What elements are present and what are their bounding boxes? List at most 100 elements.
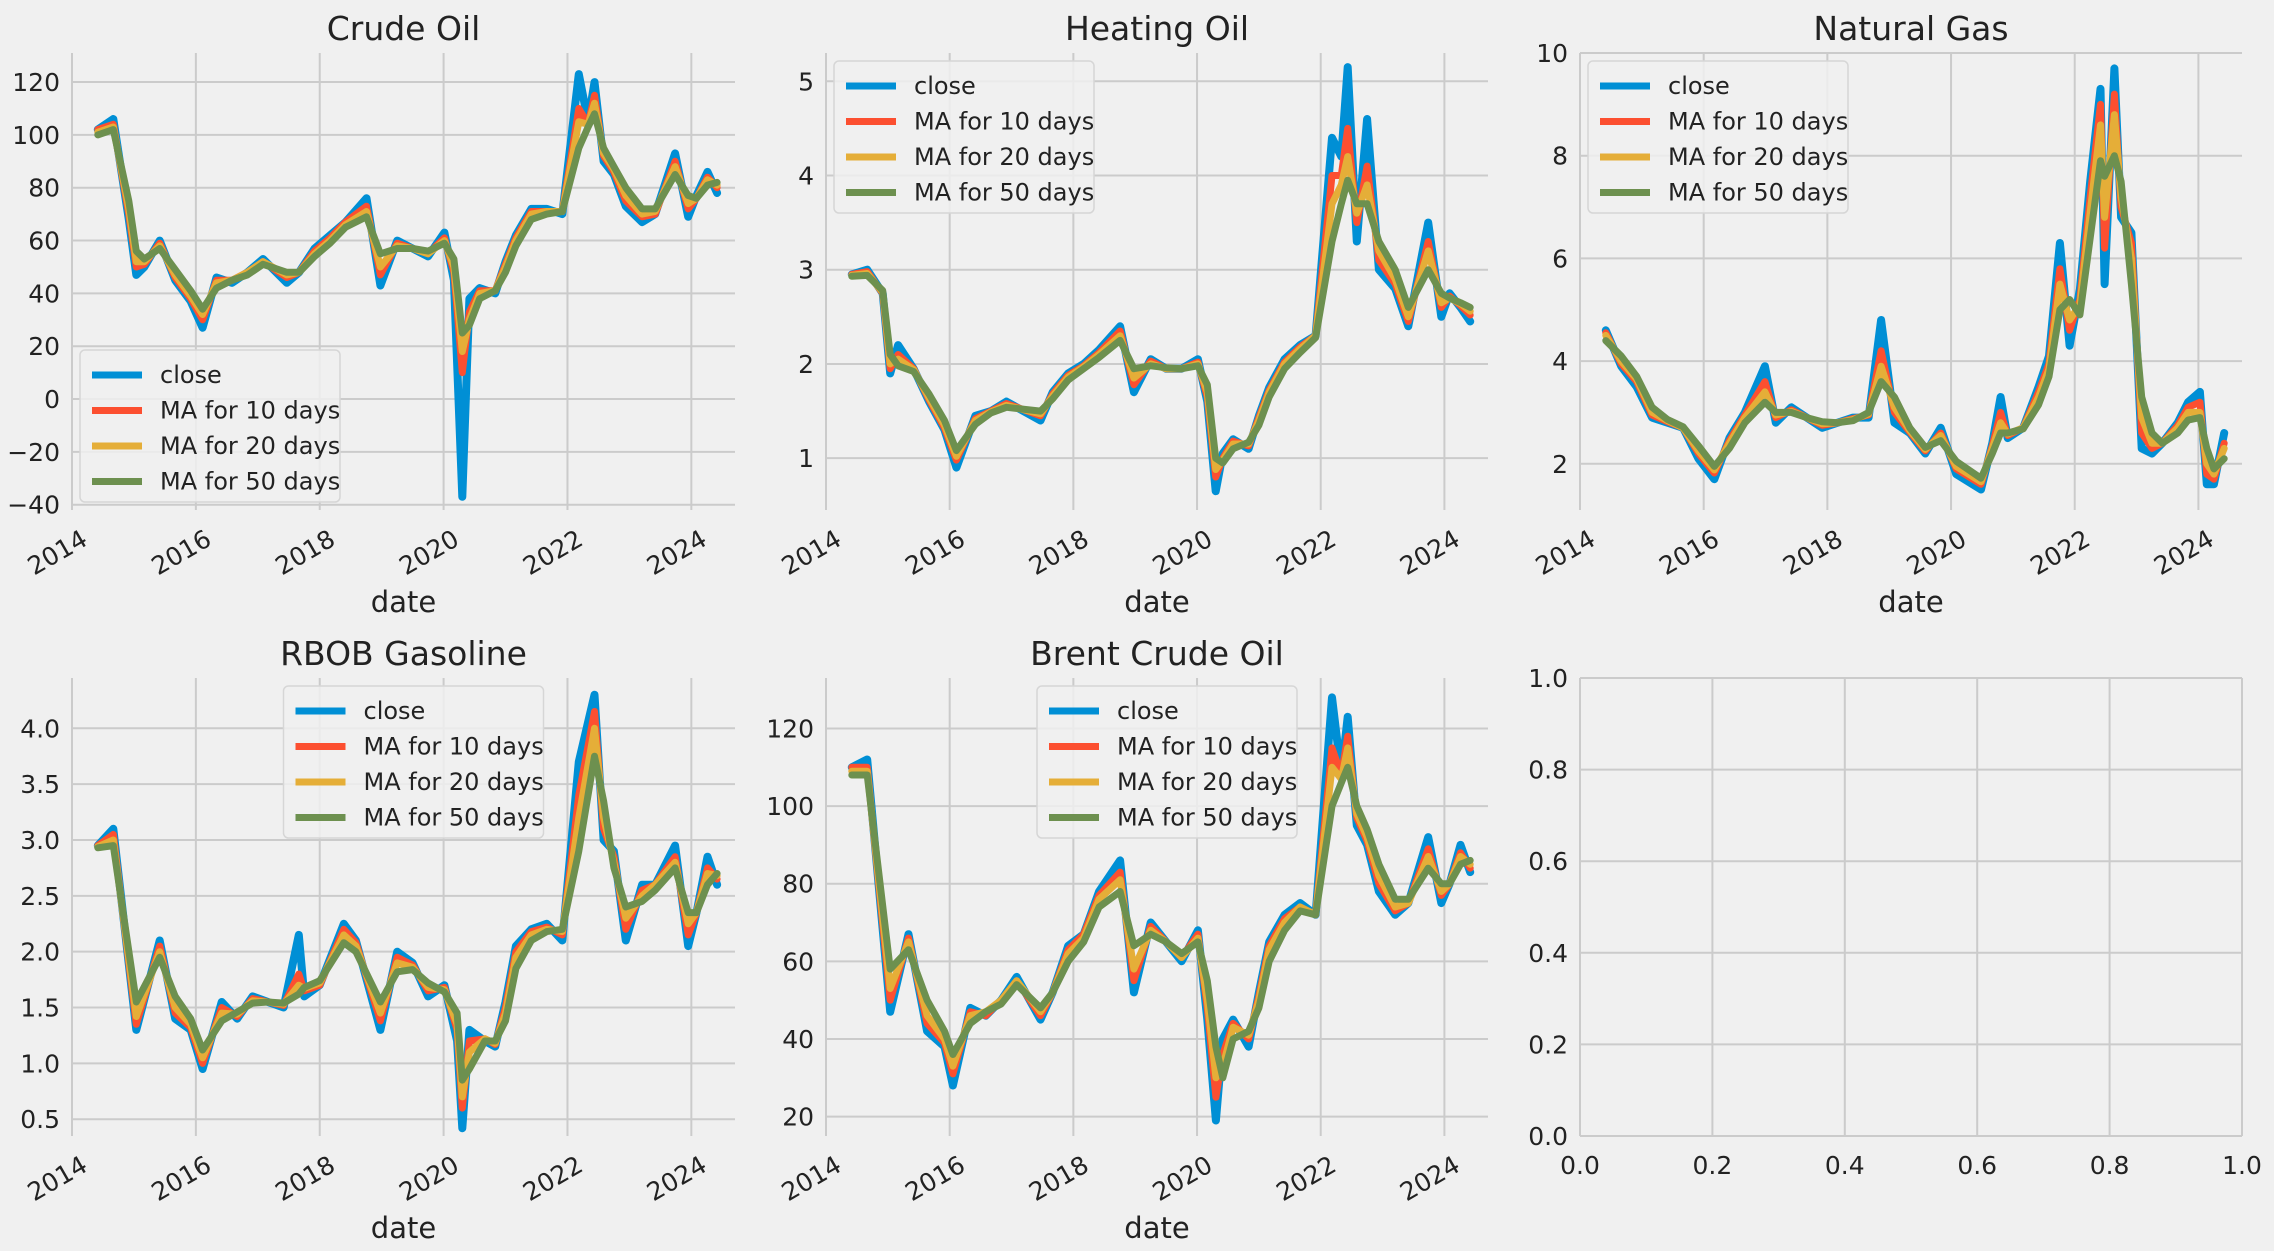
x-tick-label: 0.2 — [1693, 1151, 1733, 1180]
x-tick-label: 2016 — [146, 524, 216, 581]
x-tick-label: 2024 — [642, 1150, 712, 1207]
y-tick-label: 40 — [28, 279, 60, 308]
panel-empty: 0.0 0.2 0.4 0.6 0.8 1.0 0.0 0.2 0.4 0.6 0.8 1.0 — [1528, 664, 2262, 1180]
x-tick-label: 2022 — [2025, 524, 2095, 581]
x-tick-label: 2020 — [394, 524, 464, 581]
x-tick-label: 2022 — [518, 1150, 588, 1207]
y-tick-label: 60 — [782, 947, 814, 976]
legend-label: close — [914, 72, 976, 100]
chart-title: Heating Oil — [1065, 9, 1249, 48]
x-tick-label: 2022 — [518, 524, 588, 581]
x-axis-label: date — [1878, 585, 1943, 619]
chart-title: Natural Gas — [1813, 9, 2008, 48]
legend: close MA for 10 days MA for 20 days MA for … — [79, 349, 341, 503]
x-tick-label: 2014 — [23, 1150, 93, 1207]
legend-label: MA for 10 days — [1668, 108, 1848, 136]
panel-crude-oil: −40 −20 0 20 40 60 80 100 120 2014 2016 2018 2020 202… — [7, 9, 735, 619]
legend-label: MA for 50 days — [364, 804, 544, 832]
y-tick-label: 1 — [798, 444, 814, 473]
panel-rbob-gasoline: 0.5 1.0 1.5 2.0 2.5 3.0 3.5 4.0 2014 2016 2018 2020… — [20, 634, 735, 1245]
y-tick-label: 20 — [782, 1103, 814, 1132]
x-axis-label: date — [1124, 1211, 1189, 1245]
x-axis-label: date — [1124, 585, 1189, 619]
panel-brent-crude-oil: 20 40 60 80 100 120 2014 2016 2018 2020 2022 2024 Br… — [766, 634, 1488, 1245]
x-tick-label: 2014 — [23, 524, 93, 581]
x-tick-label: 2016 — [900, 524, 970, 581]
x-tick-label: 2024 — [1395, 524, 1465, 581]
y-tick-label: 2.5 — [20, 882, 60, 911]
chart-title: RBOB Gasoline — [280, 634, 527, 673]
legend-label: MA for 50 days — [160, 468, 340, 496]
series-line-ma-for-10-days — [94, 91, 721, 377]
series-line-ma-for-20-days — [94, 99, 721, 355]
legend-label: close — [1117, 697, 1179, 725]
legend: close MA for 10 days MA for 20 days MA for … — [1587, 60, 1849, 214]
y-tick-label: 100 — [12, 121, 60, 150]
y-tick-label: 20 — [28, 332, 60, 361]
chart-title: Crude Oil — [327, 9, 481, 48]
x-tick-label: 2016 — [146, 1150, 216, 1207]
chart-title: Brent Crude Oil — [1030, 634, 1284, 673]
x-tick-label: 0.4 — [1825, 1151, 1865, 1180]
x-tick-label: 0.6 — [1957, 1151, 1997, 1180]
legend-frame — [1036, 685, 1298, 839]
legend: close MA for 10 days MA for 20 days MA for … — [1036, 685, 1298, 839]
y-tick-label: 0.6 — [1528, 847, 1568, 876]
y-tick-label: 6 — [1552, 244, 1568, 273]
y-tick-label: 40 — [782, 1025, 814, 1054]
y-tick-label: 80 — [782, 870, 814, 899]
x-tick-label: 2024 — [642, 524, 712, 581]
y-tick-label: −40 — [7, 491, 60, 520]
y-tick-label: 4.0 — [20, 714, 60, 743]
y-tick-label: 4 — [1552, 347, 1568, 376]
legend-label: MA for 10 days — [914, 108, 1094, 136]
y-tick-label: 2.0 — [20, 938, 60, 967]
legend: close MA for 10 days MA for 20 days MA for … — [833, 60, 1095, 214]
x-tick-label: 2016 — [900, 1150, 970, 1207]
y-tick-label: 60 — [28, 227, 60, 256]
y-tick-label: 2 — [1552, 450, 1568, 479]
y-tick-label: 10 — [1536, 39, 1568, 68]
y-tick-label: 4 — [798, 161, 814, 190]
y-tick-label: 5 — [798, 67, 814, 96]
y-tick-label: 120 — [12, 68, 60, 97]
y-tick-label: 0 — [44, 385, 60, 414]
series-line-ma-for-50-days — [1602, 152, 2228, 482]
legend-label: MA for 10 days — [160, 397, 340, 425]
legend-label: close — [160, 361, 222, 389]
y-tick-label: 0.4 — [1528, 939, 1568, 968]
y-tick-label: 0.2 — [1528, 1030, 1568, 1059]
legend-label: close — [1668, 72, 1730, 100]
y-tick-label: −20 — [7, 438, 60, 467]
series-line-ma-for-50-days — [94, 110, 721, 337]
x-tick-label: 2024 — [1395, 1150, 1465, 1207]
x-tick-label: 2014 — [1531, 524, 1601, 581]
x-tick-label: 0.0 — [1560, 1151, 1600, 1180]
x-tick-label: 2020 — [1148, 524, 1218, 581]
y-tick-label: 3.0 — [20, 826, 60, 855]
y-tick-label: 1.0 — [1528, 664, 1568, 693]
panel-heating-oil: 1 2 3 4 5 2014 2016 2018 2020 2022 2024 Heating Oil… — [777, 9, 1488, 619]
legend-label: MA for 50 days — [1117, 804, 1297, 832]
x-tick-label: 2020 — [1148, 1150, 1218, 1207]
x-tick-label: 2024 — [2149, 524, 2219, 581]
legend-frame — [1587, 60, 1849, 214]
x-tick-label: 2020 — [1902, 524, 1972, 581]
y-tick-label: 8 — [1552, 142, 1568, 171]
x-axis-label: date — [371, 1211, 436, 1245]
y-tick-label: 3 — [798, 256, 814, 285]
panel-natural-gas: 2 4 6 8 10 2014 2016 2018 2020 2022 2024 Natural Ga… — [1531, 9, 2242, 619]
y-tick-label: 3.5 — [20, 770, 60, 799]
legend-label: MA for 20 days — [1117, 768, 1297, 796]
y-tick-label: 2 — [798, 350, 814, 379]
y-tick-label: 0.8 — [1528, 756, 1568, 785]
legend-label: MA for 50 days — [914, 179, 1094, 207]
x-tick-label: 2020 — [394, 1150, 464, 1207]
x-tick-label: 2018 — [1024, 524, 1094, 581]
legend-frame — [282, 685, 545, 839]
series-line-ma-for-50-days — [848, 176, 1474, 467]
legend-label: MA for 50 days — [1668, 179, 1848, 207]
y-tick-label: 100 — [766, 792, 814, 821]
series-line-ma-for-50-days — [848, 763, 1474, 1082]
